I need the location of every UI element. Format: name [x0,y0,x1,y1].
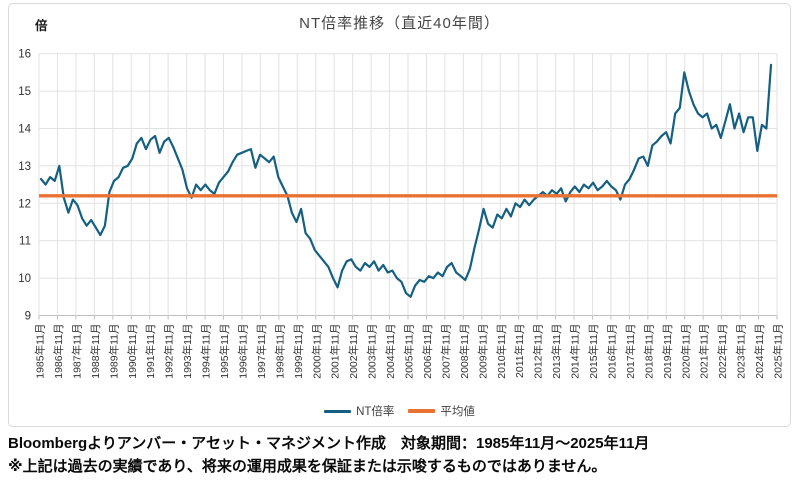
x-tick-label: 2025年11月 [772,324,785,379]
y-tick-label: 15 [18,86,31,98]
x-tick-label: 2001年11月 [329,324,342,379]
legend-label-average: 平均値 [440,406,475,418]
x-tick-label: 2014年11月 [569,324,582,379]
x-tick-label: 2020年11月 [679,324,692,379]
x-tick-label: 2011年11月 [513,324,526,378]
x-tick-label: 2018年11月 [642,324,655,379]
y-tick-label: 16 [18,49,31,61]
x-tick-label: 1993年11月 [181,324,194,379]
x-tick-label: 2017年11月 [624,324,637,379]
chart-frame: 倍 NT倍率推移（直近40年間） 16 15 14 13 12 11 10 9 1985年11月… [8,3,791,427]
x-tick-label: 2008年11月 [458,324,471,379]
x-tick-label: 2016年11月 [605,324,618,379]
legend-item-average: 平均値 [408,403,475,419]
x-tick-label: 1996年11月 [236,324,249,379]
x-tick-label: 2021年11月 [698,324,711,379]
x-tick-label: 2022年11月 [716,324,729,379]
y-tick-label: 11 [19,236,31,248]
chart-legend: NT倍率 平均値 [9,403,790,419]
chart-footer-notes: Bloombergよりアンバー・アセット・マネジメント作成 対象期間：1985年… [8,432,796,478]
footer-source-line: Bloombergよりアンバー・アセット・マネジメント作成 対象期間：1985年… [8,435,650,452]
nt-ratio-line-swatch [324,409,352,413]
x-tick-label: 1998年11月 [273,324,286,379]
y-tick-label: 14 [18,124,31,136]
average-line-swatch [408,409,436,413]
y-axis-unit-label: 倍 [35,19,48,33]
x-tick-label: 1987年11月 [70,324,83,379]
x-tick-label: 2009年11月 [476,324,489,379]
x-tick-label: 2019年11月 [661,324,674,379]
x-tick-label: 1997年11月 [255,324,268,379]
x-tick-label: 2012年11月 [532,324,545,379]
footer-disclaimer-line: ※上記は過去の実績であり、将来の運用成果を保証または示唆するものではありません。 [8,458,607,475]
x-tick-label: 2000年11月 [310,324,323,379]
x-tick-label: 1994年11月 [200,324,213,379]
x-tick-label: 2007年11月 [439,324,452,379]
x-tick-label: 1989年11月 [107,324,120,379]
x-tick-label: 2024年11月 [753,324,766,379]
x-tick-label: 1990年11月 [126,324,139,379]
x-tick-label: 1995年11月 [218,324,231,379]
x-tick-label: 1986年11月 [52,324,65,379]
x-tick-label: 2003年11月 [366,324,379,379]
y-tick-label: 9 [25,311,31,323]
x-tick-label: 2013年11月 [550,324,563,379]
y-tick-label: 10 [18,273,31,285]
legend-item-nt-ratio: NT倍率 [324,403,394,419]
x-tick-label: 1991年11月 [144,324,157,379]
nt-ratio-line [39,63,773,298]
y-tick-label: 13 [18,161,31,173]
chart-title: NT倍率推移（直近40年間） [299,15,500,32]
x-tick-label: 2015年11月 [587,324,600,379]
x-tick-label: 2004年11月 [384,324,397,379]
x-tick-label: 1985年11月 [34,324,47,379]
x-tick-label: 1992年11月 [163,324,176,379]
x-tick-label: 1988年11月 [89,324,102,379]
x-tick-label: 2010年11月 [495,324,508,379]
y-tick-label: 12 [18,198,31,210]
x-tick-label: 2023年11月 [735,324,748,379]
x-tick-label: 1999年11月 [292,324,305,379]
x-tick-label: 2006年11月 [421,324,434,379]
legend-label-nt-ratio: NT倍率 [356,406,395,418]
x-tick-label: 2002年11月 [347,324,360,379]
x-tick-label: 2005年11月 [403,324,416,379]
